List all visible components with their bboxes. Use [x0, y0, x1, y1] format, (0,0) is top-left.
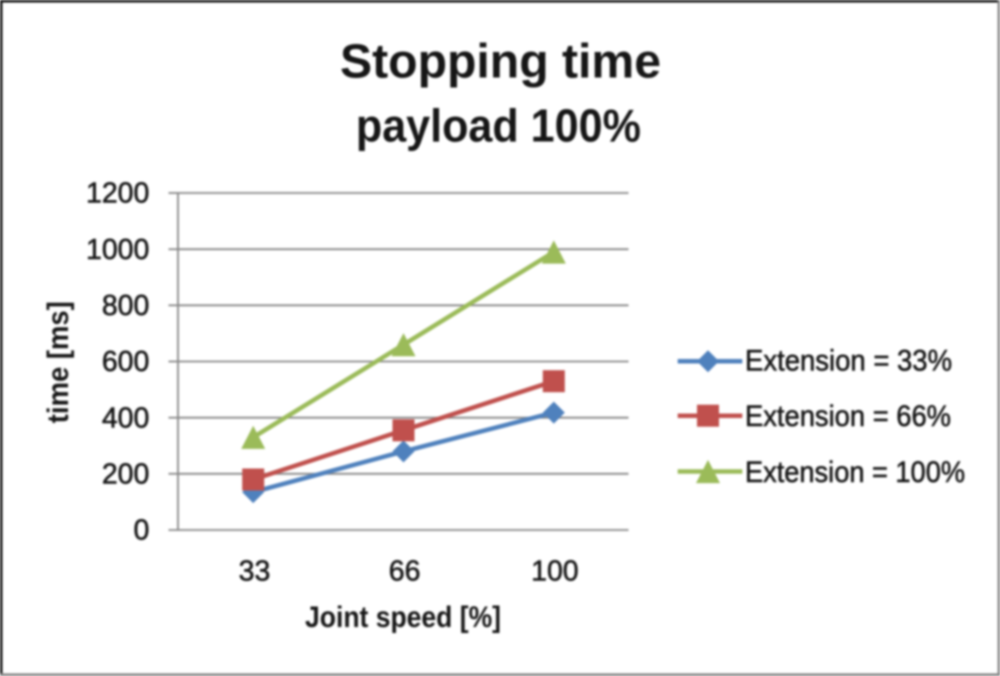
svg-text:800: 800: [102, 290, 150, 322]
svg-text:Extension = 33%: Extension = 33%: [745, 345, 952, 378]
svg-text:600: 600: [102, 346, 150, 378]
svg-text:1200: 1200: [86, 178, 149, 210]
svg-text:Extension = 100%: Extension = 100%: [745, 456, 965, 489]
svg-text:0: 0: [134, 515, 150, 547]
svg-text:33: 33: [239, 556, 271, 588]
svg-text:66: 66: [389, 556, 421, 588]
svg-text:Joint speed [%]: Joint speed [%]: [305, 601, 501, 634]
svg-text:400: 400: [102, 402, 150, 434]
svg-text:payload 100%: payload 100%: [356, 99, 641, 151]
svg-text:time [ms]: time [ms]: [42, 301, 75, 423]
svg-text:Extension = 66%: Extension = 66%: [745, 400, 951, 433]
svg-text:1000: 1000: [86, 234, 149, 266]
svg-text:Stopping time: Stopping time: [340, 35, 661, 88]
svg-text:100: 100: [531, 556, 579, 588]
svg-text:200: 200: [102, 459, 150, 491]
